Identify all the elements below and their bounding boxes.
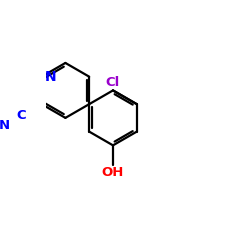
Text: N: N [45,70,56,84]
Text: N: N [0,119,10,132]
Text: Cl: Cl [106,76,120,90]
Text: OH: OH [102,166,124,178]
Text: C: C [16,109,26,122]
